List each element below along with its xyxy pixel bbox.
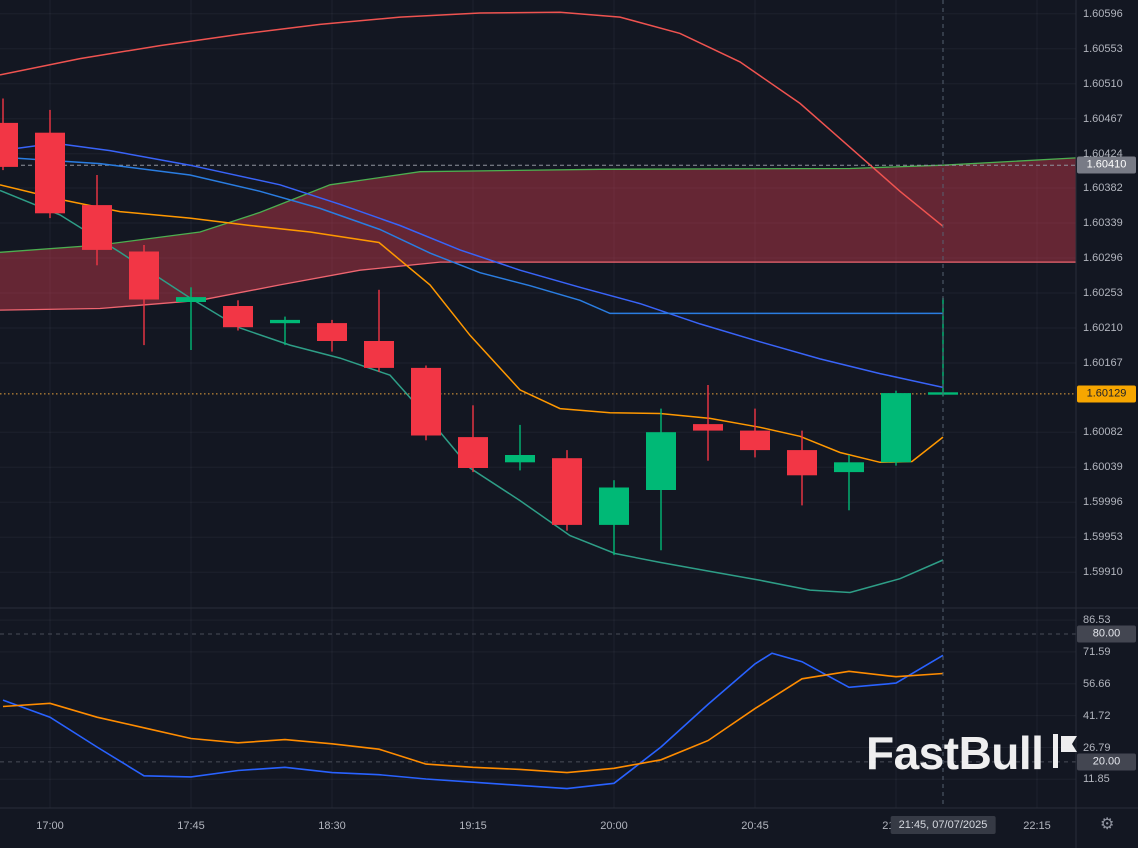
axis-tick-label: 1.60510 — [1083, 77, 1123, 90]
overbought-level-label: 80.00 — [1077, 625, 1136, 643]
axis-tick-label: 1.60082 — [1083, 426, 1123, 439]
axis-tick-label: 71.59 — [1083, 645, 1111, 658]
candle-body — [35, 132, 65, 214]
candle-body — [693, 424, 723, 431]
axis-tick-label: 56.66 — [1083, 677, 1111, 690]
axis-tick-label: 1.60253 — [1083, 287, 1123, 299]
candle-body — [458, 437, 488, 468]
oscillator-slow-orange — [2, 670, 944, 774]
candle-body — [223, 306, 253, 328]
ma-orange — [0, 184, 944, 464]
time-tick-label: 17:45 — [177, 820, 205, 832]
axis-tick-label: 1.60382 — [1083, 182, 1123, 194]
candle-body — [0, 122, 18, 167]
fastbull-flag-icon — [1052, 733, 1078, 774]
axis-tick-label: 1.59953 — [1083, 531, 1123, 544]
watermark-text: FastBull — [866, 727, 1044, 779]
cloud-top-line — [0, 157, 1077, 253]
crosshair-time-label: 21:45, 07/07/2025 — [890, 816, 996, 834]
candle-body — [646, 432, 676, 490]
axis-tick-label: 1.60167 — [1083, 357, 1123, 369]
candle-body — [834, 462, 864, 473]
lower-band-teal — [0, 189, 944, 594]
candle-body — [82, 205, 112, 250]
axis-tick-label: 11.85 — [1083, 773, 1110, 786]
upper-band-red — [0, 11, 944, 227]
cloud-bottom-line — [0, 261, 1076, 311]
time-tick-label: 22:15 — [1023, 820, 1051, 832]
candle-body — [411, 367, 441, 436]
candle-body — [129, 251, 159, 300]
time-axis[interactable]: 21:45, 07/07/2025 17:00 17:45 18:30 19:15 20… — [0, 808, 1076, 848]
fastbull-watermark: FastBull — [866, 730, 1078, 776]
price-axis[interactable]: 1.60410 1.60129 80.00 20.00 1.60596 1.605… — [1076, 0, 1138, 848]
level-price-label: 1.60410 — [1077, 156, 1136, 174]
candle-body — [270, 319, 300, 324]
axis-tick-label: 1.60467 — [1083, 112, 1123, 125]
axis-tick-label: 26.79 — [1083, 741, 1111, 754]
settings-gear-icon[interactable]: ⚙ — [1100, 816, 1115, 833]
axis-tick-label: 1.60210 — [1083, 322, 1123, 334]
candle-body — [881, 393, 911, 463]
time-tick-label: 17:00 — [36, 820, 64, 832]
axis-tick-label: 41.72 — [1083, 709, 1111, 722]
time-tick-label: 18:30 — [318, 820, 346, 832]
axis-tick-label: 1.59910 — [1083, 566, 1123, 579]
time-tick-label: 20:45 — [741, 820, 769, 832]
last-price-label: 1.60129 — [1077, 385, 1136, 403]
time-tick-label: 19:15 — [459, 820, 487, 832]
axis-tick-label: 86.53 — [1083, 614, 1111, 627]
ichimoku-cloud — [0, 157, 1076, 311]
ma-blue-flat — [0, 156, 943, 315]
ma-blue — [0, 142, 944, 389]
candle-body — [740, 430, 770, 451]
time-tick-label: 20:00 — [600, 820, 628, 832]
candle-body — [176, 297, 206, 302]
axis-tick-label: 1.60296 — [1083, 252, 1123, 264]
axis-tick-label: 1.59996 — [1083, 496, 1123, 509]
candle-body — [317, 323, 347, 341]
axis-tick-label: 1.60596 — [1083, 7, 1123, 20]
axis-tick-label: 1.60039 — [1083, 461, 1123, 474]
candle-body — [787, 450, 817, 476]
oversold-level-label: 20.00 — [1077, 753, 1136, 771]
oscillator-fast-blue — [2, 652, 944, 790]
candle-body — [552, 458, 582, 525]
candle-body — [599, 487, 629, 525]
axis-tick-label: 1.60424 — [1083, 147, 1123, 160]
candle-body — [505, 455, 535, 463]
axis-tick-label: 1.60339 — [1083, 217, 1123, 229]
axis-tick-label: 1.60553 — [1083, 42, 1123, 55]
candle-body — [364, 341, 394, 368]
